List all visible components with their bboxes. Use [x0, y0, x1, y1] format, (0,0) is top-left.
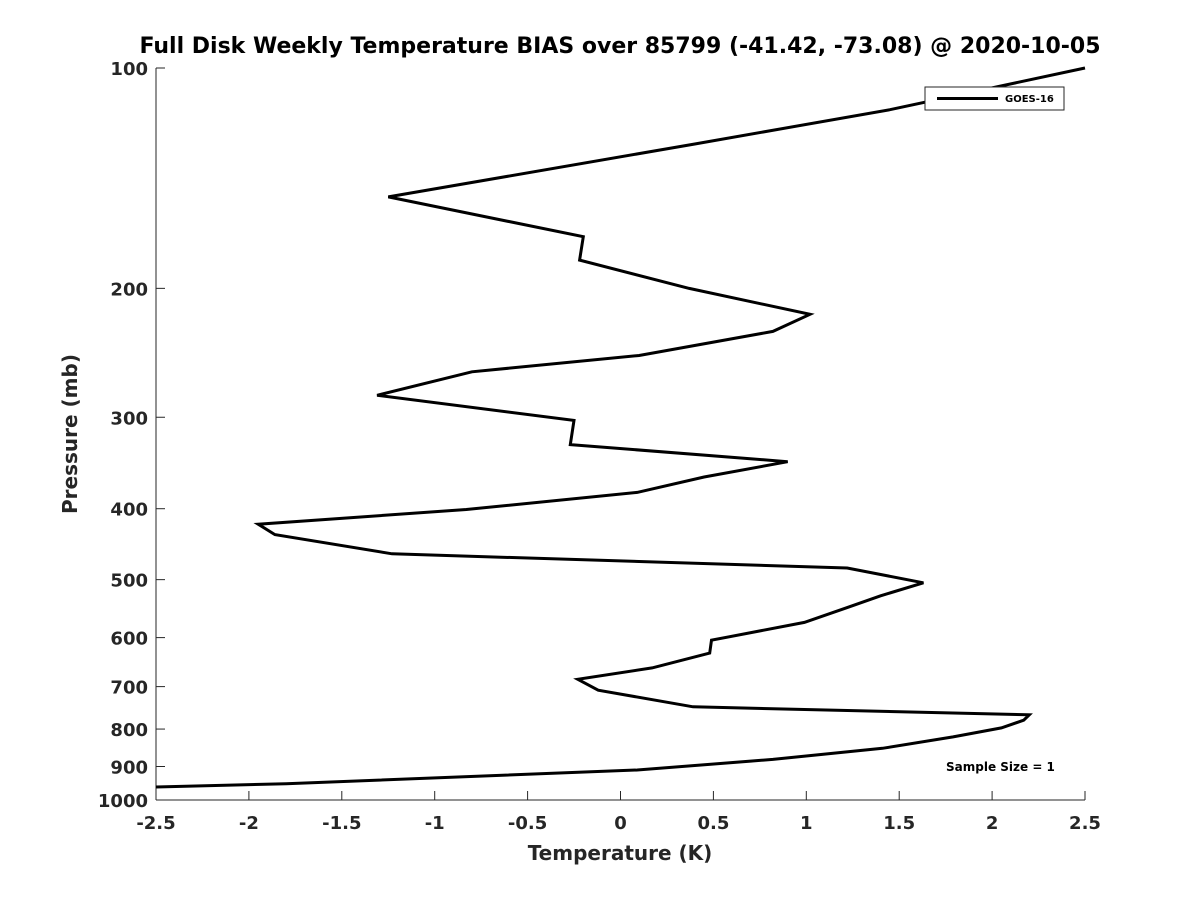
sample-size-annotation: Sample Size = 1: [946, 760, 1055, 774]
x-axis-label: Temperature (K): [528, 841, 713, 865]
y-tick-label: 900: [110, 758, 148, 779]
x-tick-label: 0: [614, 813, 627, 834]
y-tick-label: 100: [110, 59, 148, 80]
y-tick-label: 700: [110, 678, 148, 699]
y-axis-label: Pressure (mb): [58, 354, 82, 514]
legend-label-goes-16: GOES-16: [1005, 94, 1054, 105]
y-tick-label: 400: [110, 500, 148, 521]
chart-title: Full Disk Weekly Temperature BIAS over 8…: [139, 34, 1100, 59]
legend: GOES-16: [924, 86, 1065, 111]
y-tick-label: 1000: [98, 791, 148, 812]
x-tick-label: -0.5: [508, 813, 547, 834]
y-tick-label: 200: [110, 279, 148, 300]
x-tick-label: -1: [425, 813, 445, 834]
x-tick-label: 2.5: [1069, 813, 1101, 834]
y-axis-ticks: 100 200 300 400 500 600 700 800 900 1000: [98, 59, 165, 812]
y-tick-label: 600: [110, 629, 148, 650]
plot-area: [156, 68, 1085, 800]
series-layer: [155, 66, 1086, 789]
x-axis-ticks: -2.5 -2 -1.5 -1 -0.5 0 0.5 1 1.5 2 2.5: [136, 791, 1101, 834]
x-tick-label: -1.5: [322, 813, 361, 834]
y-tick-label: 500: [110, 571, 148, 592]
x-tick-label: 1.5: [883, 813, 915, 834]
series-line-goes-16: [155, 66, 1086, 789]
x-tick-label: 0.5: [697, 813, 729, 834]
x-tick-label: -2: [239, 813, 259, 834]
x-tick-label: 2: [986, 813, 999, 834]
y-tick-label: 800: [110, 720, 148, 741]
y-tick-label: 300: [110, 408, 148, 429]
x-tick-label: 1: [800, 813, 813, 834]
x-tick-label: -2.5: [136, 813, 175, 834]
